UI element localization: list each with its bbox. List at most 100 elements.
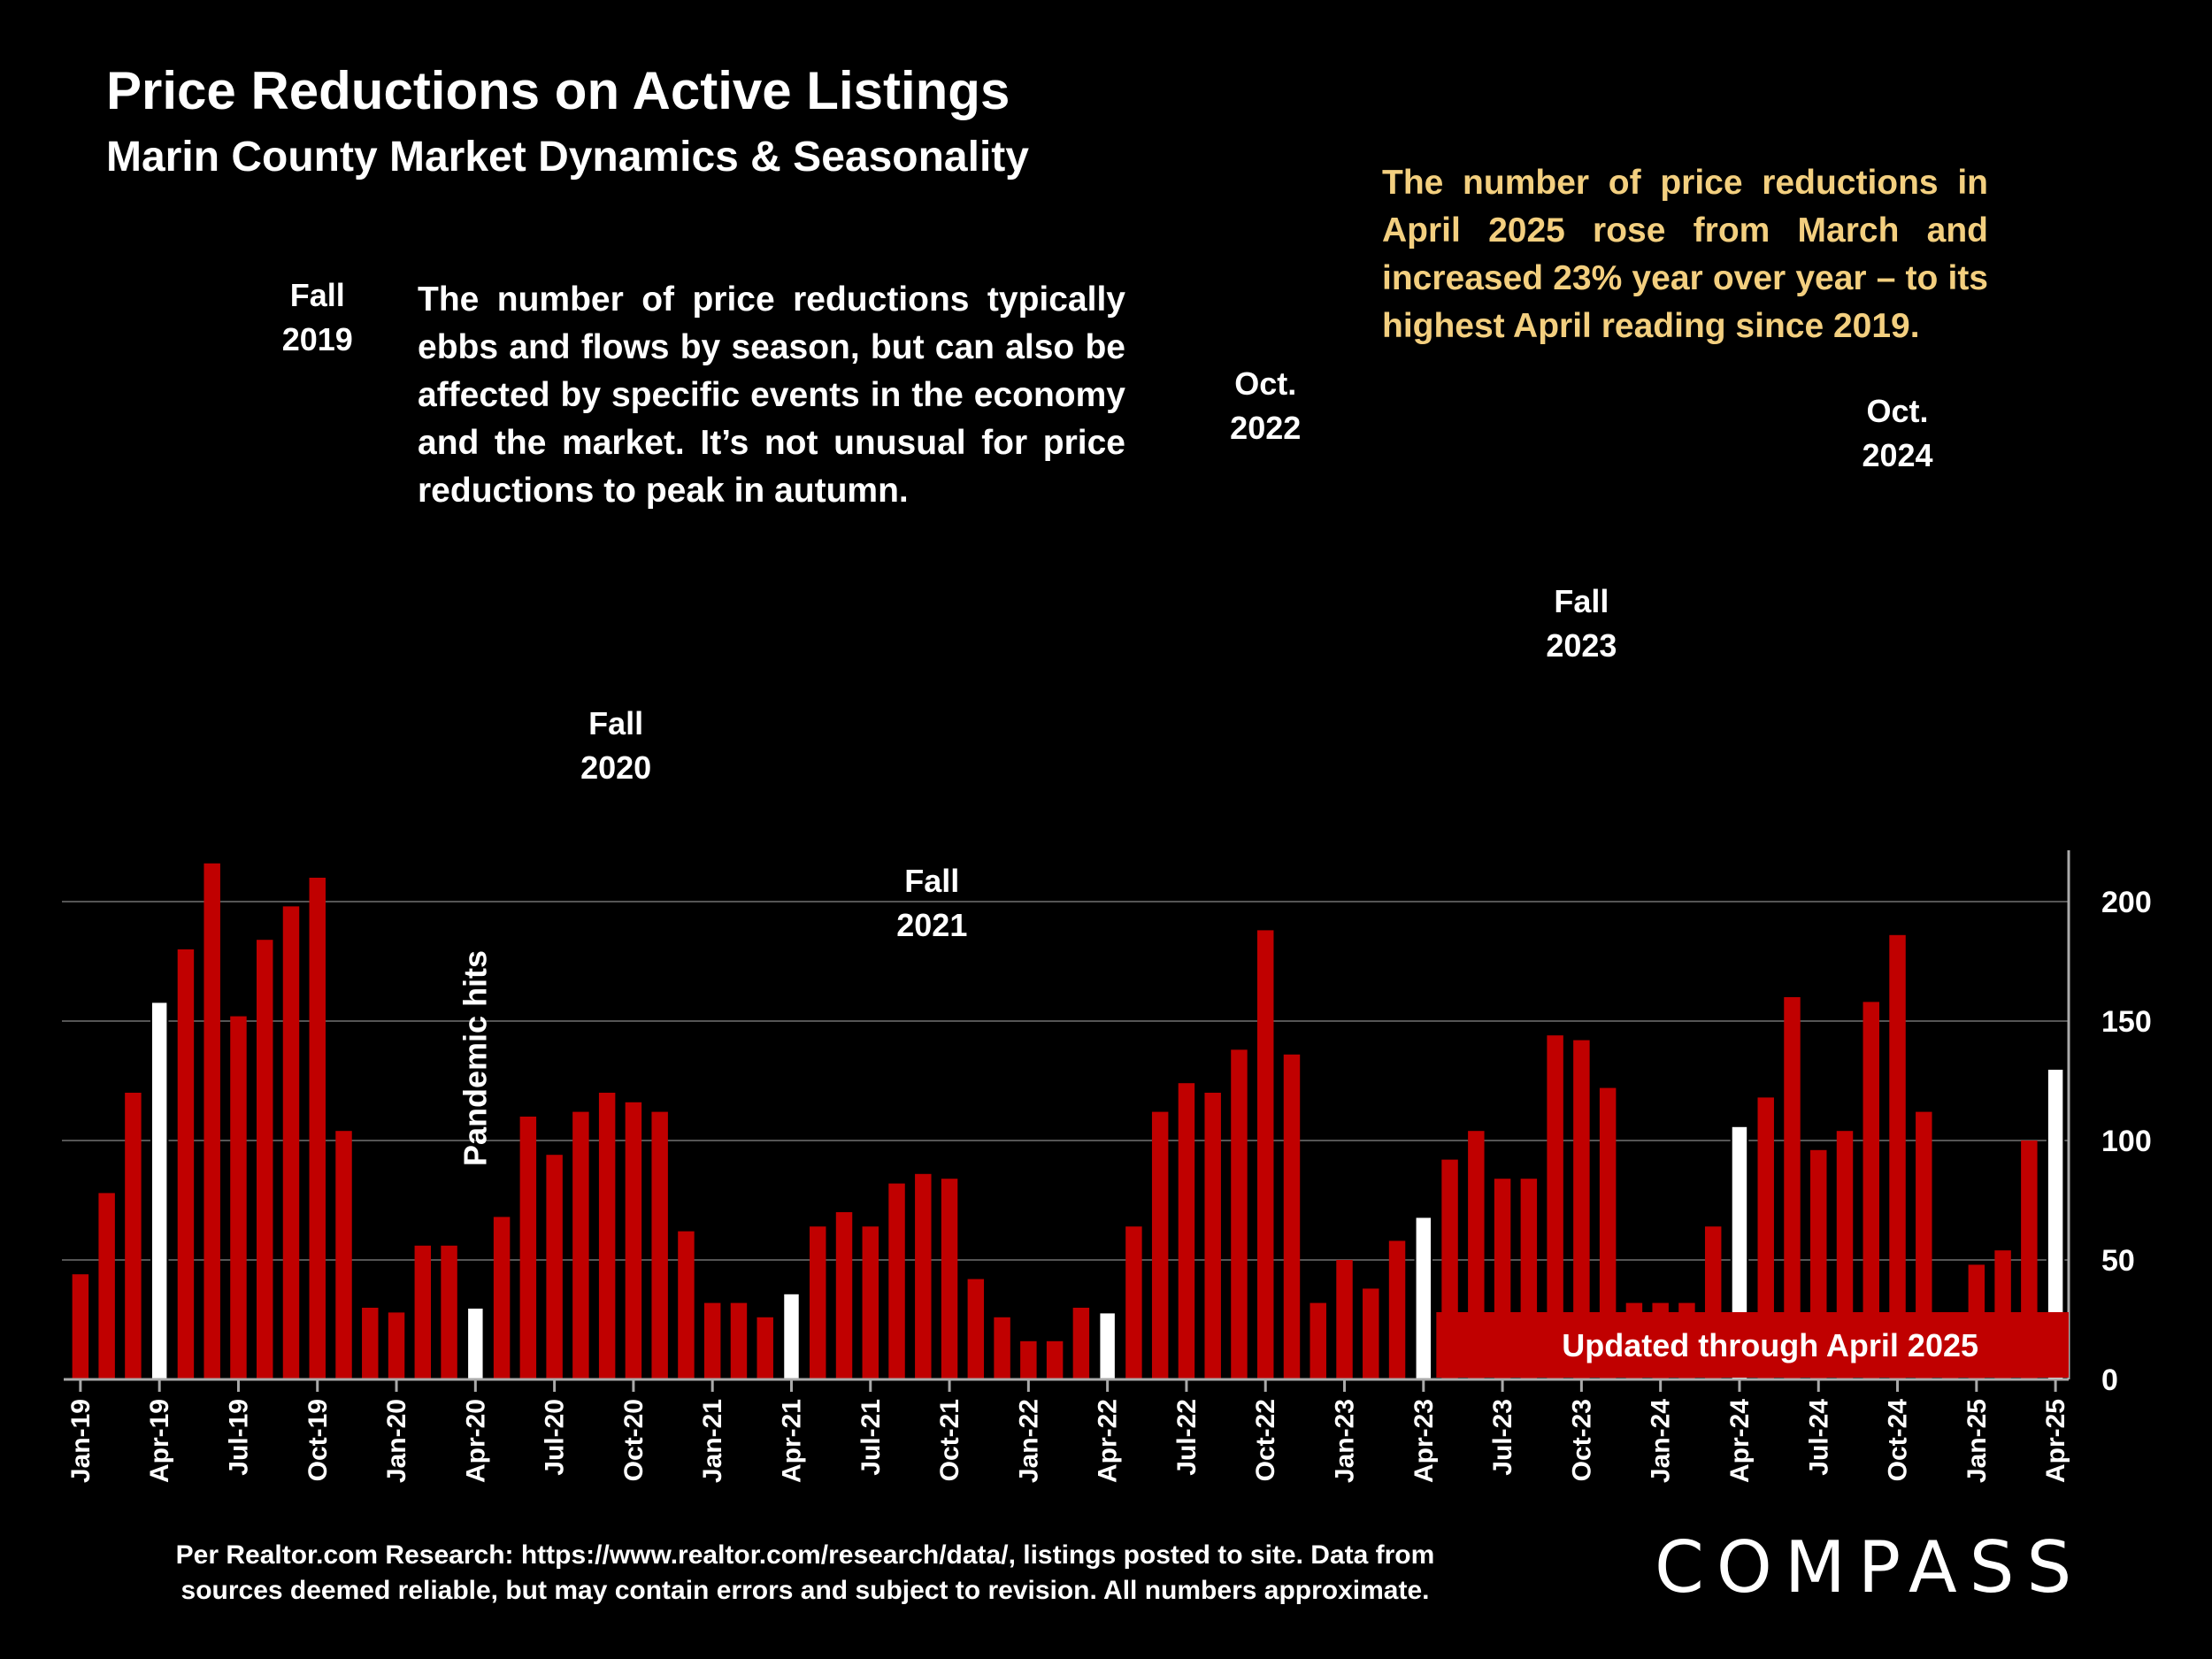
annotation-sep-20: 2020 [580,749,651,786]
updated-banner-label: Updated through April 2025 [1562,1327,1978,1363]
x-tick-label: Oct-22 [1251,1399,1280,1481]
bar-apr-23 [1414,1216,1433,1381]
bar-may-20 [493,1217,511,1379]
y-tick-label: 150 [2101,1005,2152,1039]
compass-logo: COMPASS [1655,1526,2085,1609]
bar-feb-19 [98,1193,115,1379]
seasonality-note: The number of price reductions typically… [418,276,1125,515]
bar-oct-21 [941,1179,958,1379]
x-tick-label: Jan-24 [1647,1399,1676,1483]
annotation-oct-24: Oct. [1867,393,1929,429]
bar-nov-20 [651,1111,668,1379]
annotation-oct-23: Fall [1554,583,1609,619]
bars [72,863,2065,1381]
bar-apr-19 [150,1001,169,1381]
bar-jan-22 [1020,1340,1037,1379]
bar-jul-19 [230,1016,247,1379]
x-tick-label: Oct-23 [1567,1399,1596,1481]
bar-aug-20 [572,1111,589,1379]
bar-aug-21 [888,1183,905,1379]
bar-jan-23 [1336,1260,1353,1379]
bar-jul-21 [862,1226,879,1379]
source-footnote: Per Realtor.com Research: https://www.re… [175,1540,1435,1605]
bar-feb-23 [1363,1288,1379,1379]
bar-jul-20 [546,1155,563,1379]
x-tick-label: Jul-19 [224,1399,253,1476]
bar-dec-19 [362,1308,379,1379]
annotation-oct-22: 2022 [1230,410,1301,446]
bar-feb-21 [730,1302,748,1379]
x-tick-label: Jul-22 [1172,1399,1202,1476]
annotation-oct-19: Fall [290,277,345,313]
bar-may-19 [177,949,195,1379]
bar-jun-20 [519,1117,537,1379]
bar-jan-21 [703,1302,721,1379]
bar-sep-22 [1231,1049,1248,1379]
annotation-sep-21: 2021 [896,907,967,943]
bar-jun-24 [1784,997,1801,1379]
x-tick-label: Oct-24 [1884,1399,1913,1482]
annotation-oct-22: Oct. [1234,365,1296,402]
bar-apr-22 [1098,1311,1117,1381]
annotation-oct-19: 2019 [282,321,353,357]
bar-oct-24 [1889,934,1906,1379]
x-axis: Jan-19 Apr-19 Jul-19 Oct-19 Jan-20 Apr-20 Jul-… [64,1378,2070,1483]
x-tick-label: Oct-19 [303,1399,333,1481]
x-tick-label: Apr-25 [2041,1399,2070,1483]
x-tick-label: Apr-19 [145,1399,174,1483]
bar-feb-20 [414,1245,432,1379]
x-tick-label: Apr-22 [1094,1399,1123,1483]
annotation-sep-20: Fall [588,705,643,741]
bar-feb-22 [1046,1340,1064,1379]
y-tick-label: 100 [2101,1125,2152,1158]
x-tick-label: Jul-21 [856,1399,886,1476]
bar-jun-21 [835,1212,853,1379]
bar-mar-22 [1072,1308,1090,1379]
x-tick-label: Apr-20 [461,1399,490,1483]
bar-jul-22 [1178,1083,1195,1379]
bar-oct-22 [1256,930,1274,1379]
bar-dec-20 [678,1231,695,1379]
bar-apr-20 [466,1307,485,1380]
bar-oct-20 [625,1102,642,1379]
bar-dec-22 [1310,1302,1326,1379]
x-tick-label: Oct-21 [935,1399,964,1481]
bar-mar-23 [1388,1240,1406,1379]
annotation-oct-23: 2023 [1546,627,1617,664]
x-tick-label: Jan-20 [382,1399,411,1483]
bar-jun-22 [1151,1111,1169,1379]
x-tick-label: Jan-25 [1962,1399,1992,1483]
bar-nov-19 [335,1131,352,1379]
bar-mar-19 [125,1093,142,1379]
x-tick-label: Jan-19 [66,1399,96,1483]
y-tick-label: 50 [2101,1244,2135,1278]
x-tick-label: Oct-20 [619,1399,649,1481]
bar-sep-24 [1863,1002,1880,1379]
x-tick-label: Jul-20 [541,1399,570,1476]
bar-jan-20 [388,1312,405,1379]
bar-aug-19 [256,940,273,1379]
y-axis: 0 50 100 150 200 [2067,850,2152,1397]
x-tick-label: Jan-21 [698,1399,727,1483]
bar-mar-21 [757,1317,773,1379]
x-tick-label: Jan-22 [1014,1399,1043,1483]
updated-banner-background [1436,1312,2069,1378]
x-tick-label: Apr-24 [1725,1399,1755,1483]
x-tick-label: Apr-21 [777,1399,806,1483]
bar-mar-20 [441,1245,457,1379]
bar-oct-19 [309,878,326,1379]
x-tick-label: Jul-24 [1804,1399,1833,1476]
bar-may-21 [810,1226,826,1379]
updated-banner: Updated through April 2025 [1436,1312,2069,1378]
bar-may-24 [1757,1097,1774,1379]
annotation-sep-21: Fall [904,863,959,899]
bar-sep-20 [598,1093,616,1379]
bar-sep-23 [1547,1035,1563,1379]
chart-subtitle: Marin County Market Dynamics & Seasonali… [106,134,1029,180]
season-annotations: Fall 2019 Fall 2020 Fall 2021 Oct. 2022 Fall 2023… [282,277,1933,943]
x-tick-label: Jan-23 [1331,1399,1360,1483]
bar-sep-21 [915,1173,932,1379]
bar-nov-22 [1283,1054,1301,1379]
x-tick-label: Apr-23 [1409,1399,1439,1483]
